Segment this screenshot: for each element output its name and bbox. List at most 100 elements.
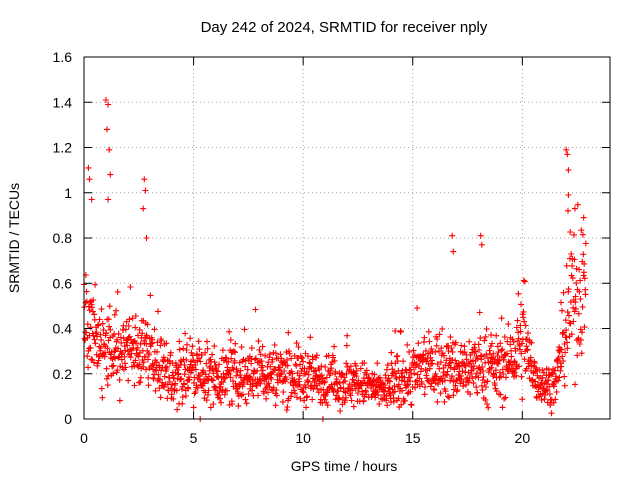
data-point (247, 374, 254, 381)
data-point (143, 235, 150, 241)
data-point (554, 356, 561, 363)
data-point (203, 360, 210, 367)
data-point (108, 349, 115, 356)
data-point (145, 382, 152, 389)
data-point (564, 339, 570, 346)
y-tick-label: 0.6 (53, 275, 73, 291)
data-point (318, 372, 325, 379)
data-point (498, 315, 505, 322)
data-point (552, 396, 559, 403)
data-point (558, 299, 564, 306)
data-point (418, 380, 425, 387)
data-point (300, 389, 307, 396)
data-point (353, 373, 360, 380)
data-point (119, 349, 126, 356)
data-point (410, 347, 417, 354)
data-point (122, 326, 129, 333)
data-point (350, 403, 357, 410)
data-point (493, 388, 500, 394)
data-point (499, 346, 506, 353)
data-point (477, 369, 483, 376)
data-point (120, 322, 127, 329)
data-point (576, 266, 583, 273)
data-point (499, 404, 506, 411)
data-point (331, 343, 338, 350)
data-point (525, 330, 531, 337)
data-point (545, 366, 552, 373)
data-point (391, 388, 398, 395)
data-point (470, 363, 477, 370)
data-point (252, 355, 259, 362)
data-point (151, 326, 158, 333)
data-point (500, 356, 507, 363)
data-point (414, 371, 421, 378)
data-point (475, 341, 482, 348)
y-tick-label: 1 (64, 185, 72, 201)
data-point (187, 335, 194, 342)
data-point (398, 401, 405, 408)
data-point (544, 387, 551, 394)
y-tick-label: 1.4 (53, 94, 73, 110)
data-point (485, 404, 492, 411)
x-tick-label: 15 (405, 430, 421, 446)
data-point (564, 345, 571, 352)
data-point (428, 345, 435, 352)
data-point (497, 369, 503, 376)
data-point (150, 362, 157, 369)
data-point (321, 378, 328, 385)
data-point (573, 280, 580, 287)
data-point (269, 356, 276, 363)
data-point (224, 387, 230, 394)
data-point (421, 334, 428, 341)
data-point (463, 381, 469, 388)
data-point (172, 380, 179, 387)
data-point (457, 372, 464, 379)
data-point (505, 321, 512, 328)
data-point (581, 275, 588, 282)
data-point (572, 381, 578, 388)
data-point (563, 334, 570, 341)
data-point (320, 386, 327, 393)
data-point (571, 256, 578, 263)
data-point (478, 241, 485, 248)
data-point (539, 374, 546, 381)
data-point (320, 375, 326, 382)
data-point (152, 387, 159, 394)
data-point (501, 395, 508, 402)
data-point (255, 338, 262, 345)
grid (84, 57, 610, 419)
data-point (216, 361, 223, 368)
data-point (180, 345, 187, 352)
data-point (566, 312, 572, 319)
data-point (501, 334, 508, 340)
data-point (122, 360, 128, 367)
data-point (201, 380, 208, 387)
data-point (392, 328, 399, 334)
data-point (184, 341, 190, 348)
data-point (217, 395, 223, 402)
data-point (185, 374, 192, 381)
data-point (525, 363, 532, 370)
data-point (477, 335, 484, 342)
data-point (176, 346, 183, 353)
data-point (177, 376, 184, 383)
data-point (481, 379, 488, 386)
data-point (375, 392, 381, 399)
data-point (132, 313, 139, 319)
data-point (486, 347, 493, 354)
data-point (559, 307, 565, 314)
data-point (582, 240, 589, 247)
data-point (553, 389, 560, 395)
data-point (509, 336, 516, 343)
data-point (336, 379, 343, 386)
data-point (303, 394, 310, 401)
data-point (524, 346, 531, 353)
data-point (168, 385, 175, 392)
data-point (255, 392, 262, 399)
data-point (418, 365, 425, 372)
data-point (521, 278, 528, 285)
data-point (468, 371, 475, 377)
data-point (415, 340, 422, 347)
data-point (488, 354, 495, 361)
